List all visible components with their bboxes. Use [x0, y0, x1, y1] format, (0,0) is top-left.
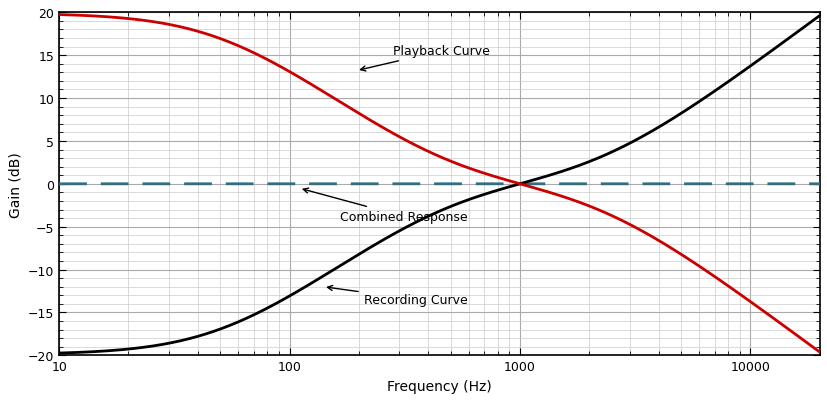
X-axis label: Frequency (Hz): Frequency (Hz): [386, 379, 491, 393]
Y-axis label: Gain (dB): Gain (dB): [8, 152, 22, 217]
Text: Playback Curve: Playback Curve: [360, 45, 489, 72]
Text: Combined Response: Combined Response: [303, 188, 466, 223]
Text: Recording Curve: Recording Curve: [327, 286, 467, 306]
